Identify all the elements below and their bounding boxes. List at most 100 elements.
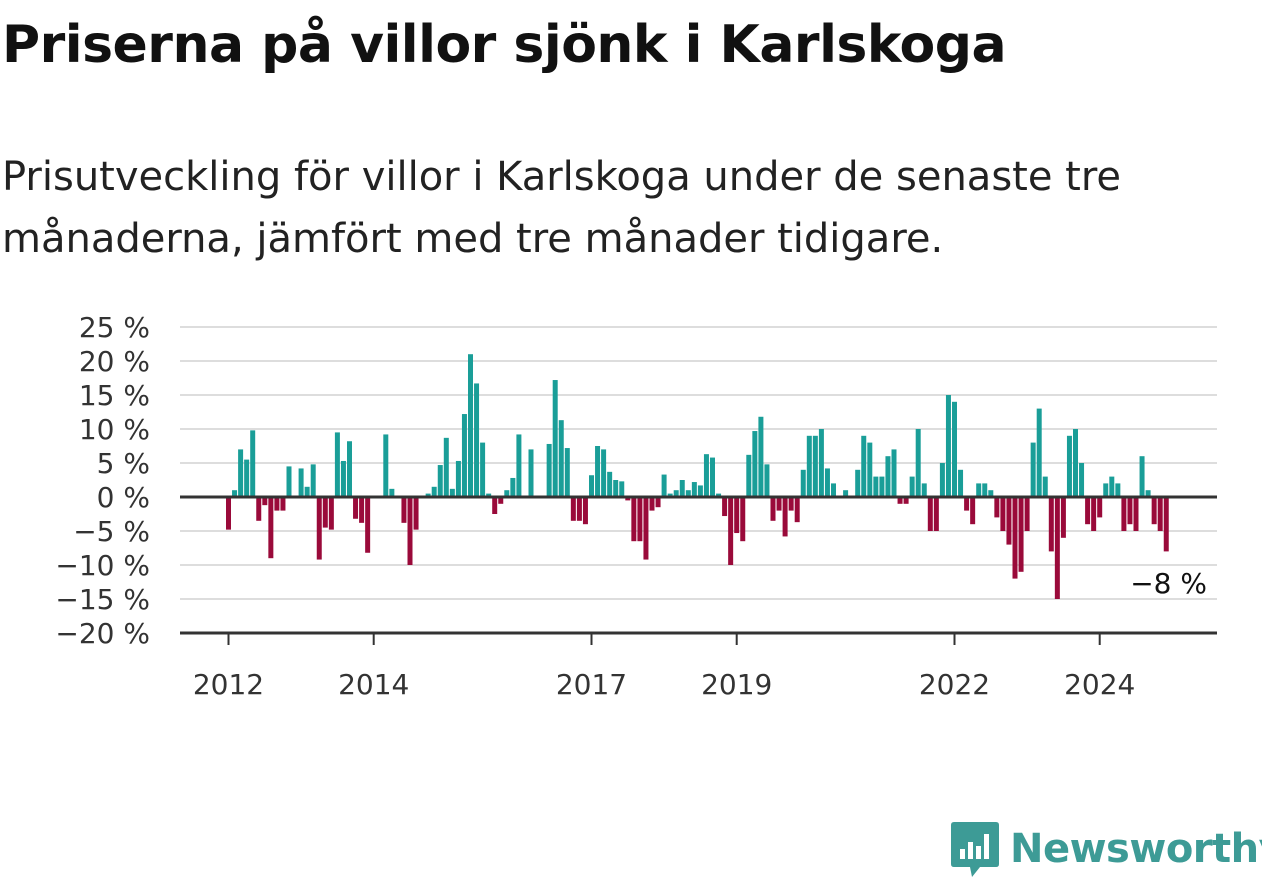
brand-name: Newsworthy <box>1010 826 1262 872</box>
bar <box>474 383 480 497</box>
bar <box>1042 476 1048 497</box>
bar <box>964 497 970 511</box>
x-tick-label: 2012 <box>193 668 264 701</box>
bar <box>643 497 649 560</box>
bar <box>1066 435 1072 497</box>
bar <box>328 497 334 530</box>
bar <box>401 497 407 523</box>
bar <box>685 490 691 497</box>
bar <box>552 380 558 497</box>
bar <box>595 446 601 497</box>
x-tick-labels: 2012 2014 2017 2019 2022 2024 <box>193 668 1135 701</box>
bar <box>280 497 286 511</box>
bar <box>921 483 927 497</box>
bar <box>389 488 395 497</box>
newsworthy-logo: Newsworthy <box>950 818 1262 880</box>
bar <box>1091 497 1097 531</box>
bar <box>879 476 885 497</box>
x-tick-label: 2014 <box>338 668 409 701</box>
bar <box>818 429 824 497</box>
last-value-annotation: −8 % <box>1130 567 1207 600</box>
bar <box>383 434 389 497</box>
bar-chart: 25 %20 %15 %10 %5 %0 %−5 %−10 %−15 %−20 … <box>55 311 1217 701</box>
bar <box>232 490 238 497</box>
bar <box>1048 497 1054 552</box>
bar <box>734 497 740 534</box>
bar <box>982 483 988 497</box>
bar <box>909 476 915 497</box>
bar <box>353 497 359 519</box>
bar <box>226 497 231 530</box>
bar <box>649 497 655 511</box>
bar <box>613 480 619 497</box>
bar <box>286 466 292 497</box>
bar <box>988 490 994 497</box>
bar <box>710 457 715 497</box>
bar <box>1000 497 1006 531</box>
bar <box>1036 408 1042 497</box>
bar <box>867 442 873 497</box>
bar <box>661 474 667 497</box>
bar <box>691 482 697 497</box>
bar <box>1151 497 1157 525</box>
x-tick-label: 2017 <box>556 668 627 701</box>
bar <box>298 468 304 497</box>
bar <box>576 497 582 521</box>
bar <box>722 497 728 517</box>
bar <box>788 497 794 511</box>
chart-subtitle: Prisutveckling för villor i Karlskoga un… <box>2 154 1122 262</box>
bar <box>365 497 371 553</box>
bar <box>794 497 800 523</box>
bar <box>1097 497 1103 518</box>
x-tick-label: 2022 <box>919 668 990 701</box>
bar <box>443 437 449 497</box>
bar <box>528 449 534 497</box>
bar <box>703 454 709 497</box>
bar <box>1121 497 1127 531</box>
bar <box>304 486 310 497</box>
bar <box>359 497 365 523</box>
bar <box>1109 476 1115 497</box>
bar <box>1115 483 1121 497</box>
bar <box>582 497 588 525</box>
bar <box>268 497 274 559</box>
bar <box>310 464 316 497</box>
y-tick-label: 20 % <box>79 345 150 378</box>
bar <box>1006 497 1012 545</box>
y-tick-label: 15 % <box>79 379 150 412</box>
x-tick-label: 2024 <box>1064 668 1135 701</box>
bar <box>958 469 964 497</box>
axes <box>180 495 1217 645</box>
bar <box>933 497 939 531</box>
bar <box>492 497 498 514</box>
bar <box>504 490 510 497</box>
bar <box>873 476 879 497</box>
bar <box>558 420 564 497</box>
bar <box>449 488 455 497</box>
bar <box>461 414 467 497</box>
bar <box>347 441 352 497</box>
bar <box>1073 429 1078 497</box>
bar <box>340 460 346 497</box>
bar <box>437 465 443 497</box>
bar <box>570 497 576 521</box>
bar <box>716 493 722 497</box>
bar <box>885 456 891 497</box>
y-tick-label: −20 % <box>55 617 150 650</box>
bar <box>952 401 957 497</box>
bar <box>413 497 419 530</box>
bar <box>843 490 849 497</box>
bar <box>776 497 782 511</box>
bar <box>256 497 262 521</box>
bar <box>1133 497 1139 531</box>
bar <box>1018 497 1024 572</box>
bar <box>831 483 836 497</box>
bar <box>915 429 921 497</box>
bar <box>244 459 250 497</box>
bar <box>764 464 770 497</box>
bar <box>480 442 486 497</box>
bar <box>468 354 473 497</box>
bar <box>564 448 570 497</box>
bar <box>1079 463 1085 497</box>
y-tick-label: 0 % <box>97 481 150 514</box>
